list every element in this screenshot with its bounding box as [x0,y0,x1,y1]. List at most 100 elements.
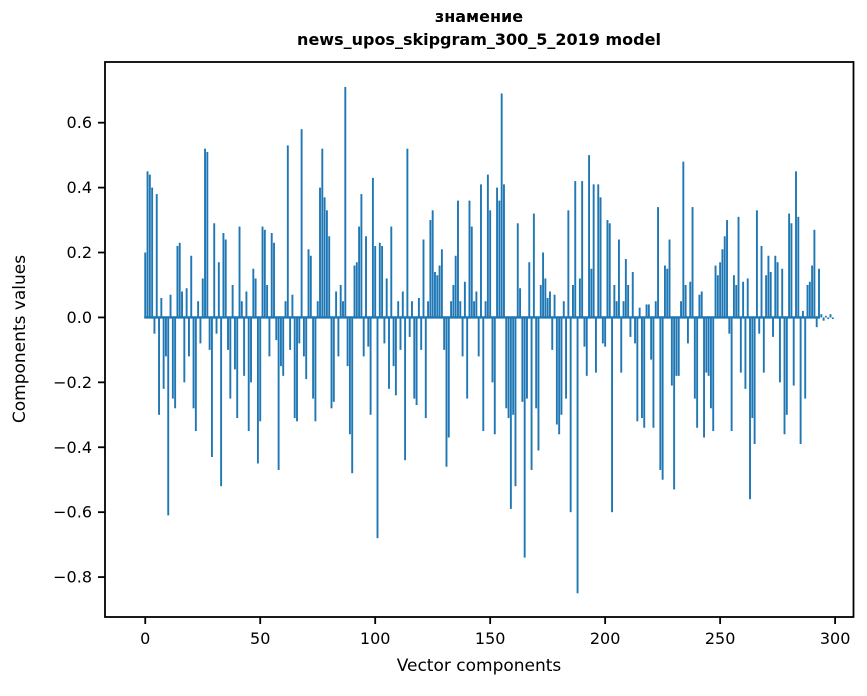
y-tick-label: 0.2 [67,243,92,262]
bar-component [611,317,613,513]
bar-component [712,317,715,432]
bar-component [413,317,416,399]
y-tick-label: −0.6 [53,503,92,522]
bar-component [617,239,620,318]
bar-component [475,291,478,318]
bar-component [567,210,570,318]
bar-component [187,317,190,357]
bar-component [500,93,503,318]
x-tick-label: 150 [475,629,506,648]
bar-component [482,317,485,432]
bar-component [597,184,600,318]
bar-component [532,213,535,318]
bar-component [450,301,453,318]
bar-component [781,268,784,318]
x-tick-label: 0 [140,629,150,648]
bar-component [686,317,689,344]
bar-component [309,255,312,318]
x-tick-label: 50 [250,629,270,648]
bar-component [622,301,625,318]
bar-component [316,301,319,318]
bar-component [365,236,367,318]
bar-component [583,317,586,347]
bar-component [808,281,811,318]
bar-component [399,317,402,350]
bar-component [560,317,563,415]
bar-component [544,278,547,318]
bar-component [509,317,512,509]
bar-component [429,220,432,318]
bar-component [438,265,441,318]
bar-component [719,262,722,318]
bar-component [268,317,271,357]
bar-component [424,317,427,419]
bar-component [176,246,179,318]
bar-component [514,317,517,487]
bar-component [613,284,616,318]
bar-component [243,317,246,376]
bar-component [744,317,747,389]
bar-component [585,317,588,376]
bar-component [657,207,659,318]
bar-component [523,317,526,558]
bar-component [484,301,487,318]
bar-component [314,317,317,422]
bar-component [728,317,731,334]
bar-component [355,262,358,318]
bar-component [300,129,303,318]
bar-component [647,304,650,318]
bar-component [457,200,459,318]
x-tick-label: 200 [590,629,621,648]
bar-component [526,317,528,399]
bar-component [204,148,206,318]
bar-component [811,265,814,318]
bar-component [321,148,324,318]
bar-component [790,223,793,318]
bar-component [684,284,687,318]
bar-component [627,284,630,318]
bar-component [663,265,666,318]
bar-component [378,242,381,318]
bar-component [229,317,232,399]
bar-component [417,297,420,318]
bar-component [691,207,694,318]
bar-component [217,262,220,318]
bar-component [696,317,699,428]
bar-component [829,314,832,318]
bar-component [726,220,728,318]
bar-component [236,317,239,419]
bar-component [516,223,519,318]
bar-component [178,242,181,318]
bar-component [208,317,211,350]
bar-component [551,317,554,350]
bar-component [677,317,680,376]
bar-component [401,291,404,318]
bar-component [431,210,434,318]
bar-component [572,284,574,318]
bar-component [367,317,370,347]
bar-component [606,220,609,318]
bar-component [590,268,593,318]
bar-component [270,233,273,318]
bar-component [344,86,347,318]
bar-component [801,310,804,318]
bar-component [427,301,430,318]
bar-component [735,284,738,318]
bar-component [332,317,335,402]
bar-component [493,317,496,435]
y-axis-label: Components values [10,255,30,423]
bar-component [169,294,172,318]
bar-component [737,216,740,318]
y-tick-label: −0.4 [53,438,92,457]
bar-component [162,317,165,389]
bar-component [222,233,225,318]
bar-component [707,317,710,376]
bar-component [171,317,174,399]
bar-component [190,255,193,318]
chart-title-word: знамение [435,7,523,26]
bar-component [562,301,565,318]
bar-component [144,252,147,318]
bar-component [369,317,372,415]
bar-component [574,181,577,318]
bar-component [489,210,492,318]
